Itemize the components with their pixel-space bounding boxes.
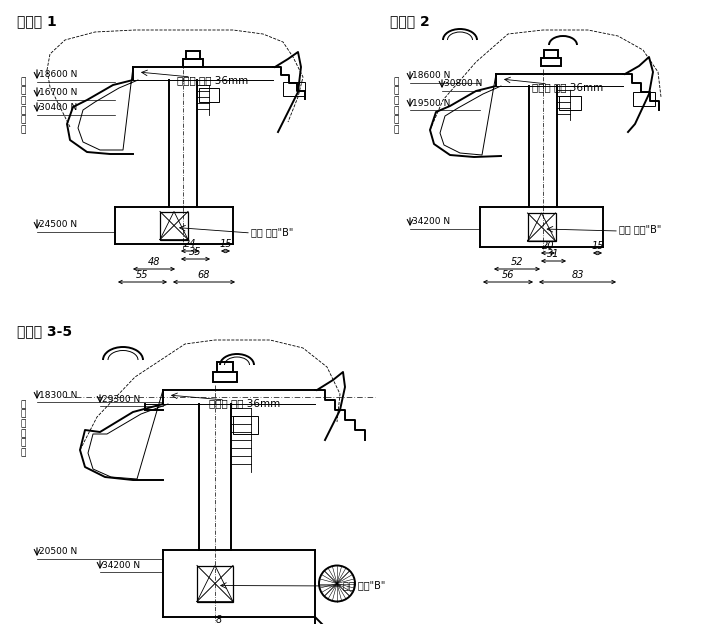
Text: 55: 55	[136, 270, 149, 280]
Bar	[217, 362, 233, 372]
Text: 슬롯 너비"B": 슬롯 너비"B"	[343, 580, 385, 590]
Text: 31: 31	[547, 249, 560, 259]
Bar	[633, 92, 655, 106]
Bar	[199, 88, 219, 102]
Text: 아
랫
클
램
프
력: 아 랫 클 램 프 력	[20, 77, 25, 135]
Text: 8: 8	[216, 615, 222, 624]
Text: 15: 15	[591, 241, 603, 251]
Text: 클램프 너비 36mm: 클램프 너비 36mm	[209, 398, 281, 408]
Text: 슬롯 너비"B": 슬롯 너비"B"	[251, 227, 294, 237]
Text: 29300 N: 29300 N	[102, 394, 140, 404]
Text: 34200 N: 34200 N	[412, 218, 450, 227]
Bar	[559, 96, 581, 110]
Text: 30800 N: 30800 N	[444, 79, 483, 89]
Bar	[541, 58, 561, 66]
Text: 사이즈 3-5: 사이즈 3-5	[17, 324, 72, 338]
Text: 16700 N: 16700 N	[39, 88, 77, 97]
Text: 56: 56	[502, 270, 514, 280]
Text: 34200 N: 34200 N	[102, 560, 140, 570]
Text: 슬롯 너비"B": 슬롯 너비"B"	[619, 224, 662, 234]
Text: 20500 N: 20500 N	[39, 547, 77, 557]
Text: 83: 83	[571, 270, 584, 280]
Text: 15: 15	[220, 239, 232, 249]
Text: 아
랫
클
램
프
력: 아 랫 클 램 프 력	[393, 77, 398, 135]
Bar	[544, 50, 558, 58]
Bar	[197, 565, 233, 602]
Bar	[528, 213, 555, 241]
Text: 18600 N: 18600 N	[412, 72, 450, 80]
Text: 클램프 너비 36mm: 클램프 너비 36mm	[532, 82, 603, 92]
Bar	[186, 51, 200, 59]
Text: 24500 N: 24500 N	[39, 220, 77, 229]
Bar	[160, 212, 188, 240]
Bar	[233, 416, 258, 434]
Text: 24: 24	[184, 239, 196, 249]
Text: 사이즈 1: 사이즈 1	[17, 14, 57, 28]
Text: 52: 52	[511, 257, 523, 267]
Text: 아
랫
클
램
프
력: 아 랫 클 램 프 력	[20, 400, 25, 457]
Text: 클램프 너비 36mm: 클램프 너비 36mm	[177, 75, 249, 85]
Text: 18600 N: 18600 N	[39, 70, 77, 79]
Text: 48: 48	[148, 257, 160, 267]
Text: 사이즈 2: 사이즈 2	[390, 14, 430, 28]
Bar	[213, 372, 237, 382]
Text: 68: 68	[198, 270, 210, 280]
Text: 19500 N: 19500 N	[412, 99, 450, 107]
Text: 18300 N: 18300 N	[39, 391, 77, 399]
Text: 35: 35	[189, 247, 202, 257]
Bar	[283, 82, 305, 96]
Bar	[183, 59, 203, 67]
Text: 30400 N: 30400 N	[39, 103, 77, 112]
Text: 20: 20	[542, 241, 554, 251]
